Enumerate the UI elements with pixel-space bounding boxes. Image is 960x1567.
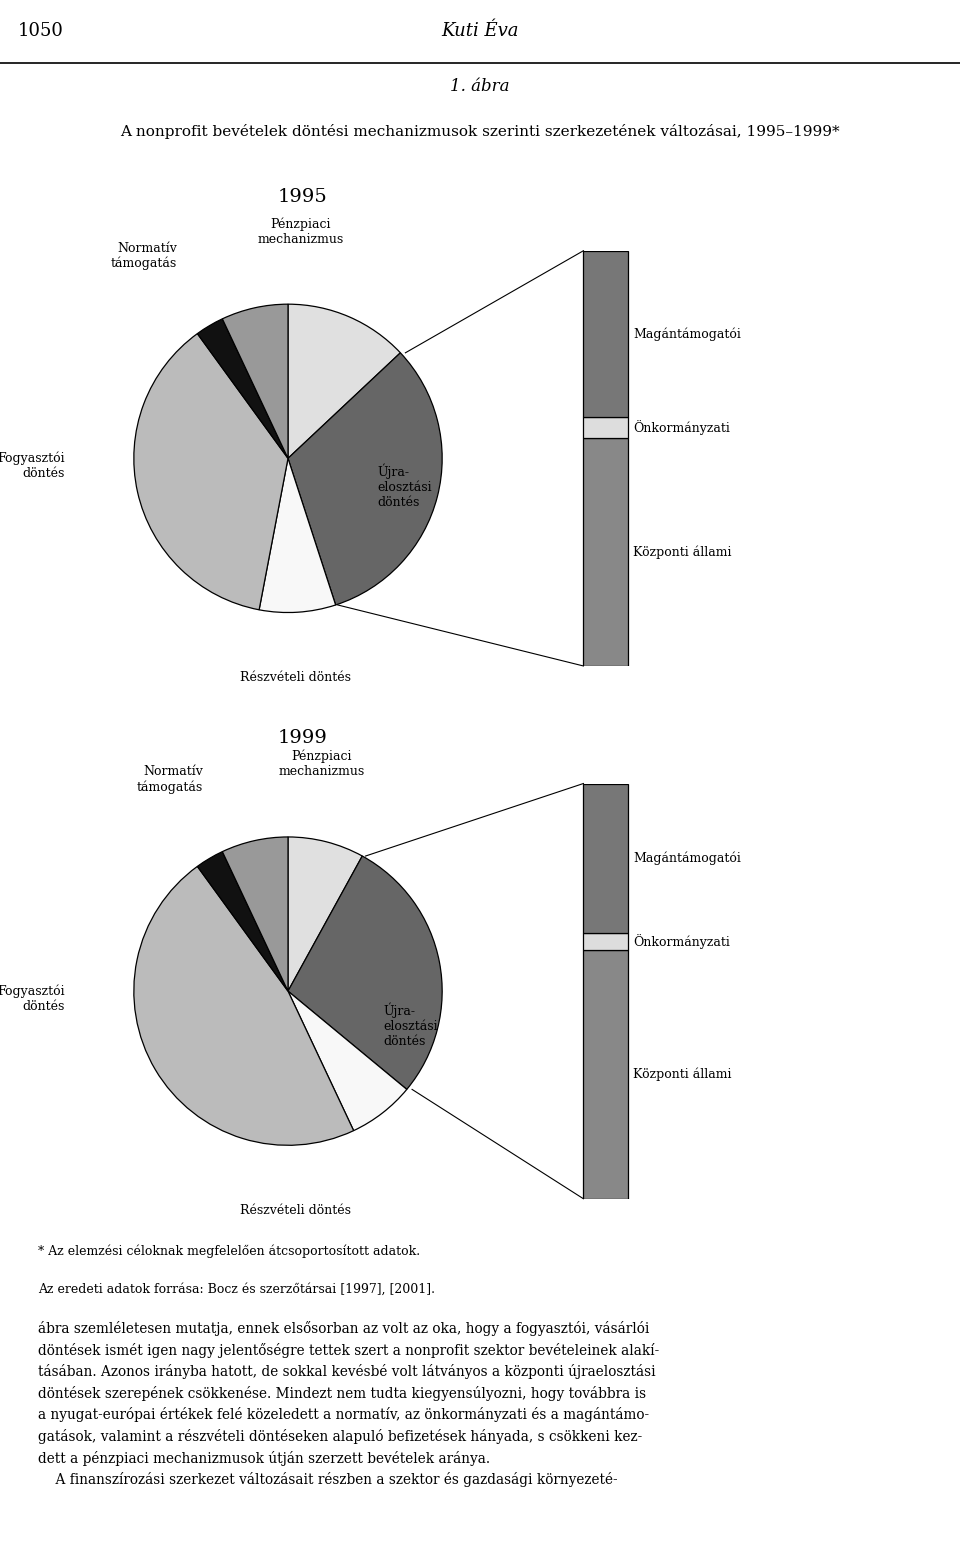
Text: Az eredeti adatok forrása: Bocz és szerzőtársai [1997], [2001].: Az eredeti adatok forrása: Bocz és szerz… [38,1283,436,1296]
Text: Pénzpiaci
mechanizmus: Pénzpiaci mechanizmus [278,751,365,779]
Bar [584,251,628,417]
Wedge shape [223,304,288,458]
Text: Magántámogatói: Magántámogatói [634,851,741,865]
Bar [584,417,628,437]
Text: Központi állami: Központi állami [634,545,732,558]
Wedge shape [288,304,400,458]
Text: Újra-
elosztási
döntés: Újra- elosztási döntés [377,464,432,509]
Bar [584,932,628,950]
Text: Normatív
támogatás: Normatív támogatás [110,241,177,270]
Text: 1999: 1999 [277,729,327,747]
Wedge shape [288,992,407,1131]
Bar [584,950,628,1199]
Text: Önkormányzati: Önkormányzati [634,420,731,434]
Text: Újra-
elosztási
döntés: Újra- elosztási döntés [384,1003,438,1048]
Text: Központi állami: Központi állami [634,1067,732,1081]
Text: * Az elemzési céloknak megfelelően átcsoportosított adatok.: * Az elemzési céloknak megfelelően átcso… [38,1244,420,1258]
Wedge shape [198,851,288,992]
Text: Normatív
támogatás: Normatív támogatás [137,765,204,794]
Text: 1995: 1995 [277,188,327,207]
Text: Fogyasztói
döntés: Fogyasztói döntés [0,984,64,1014]
Text: 1050: 1050 [17,22,63,41]
Wedge shape [288,837,362,992]
Wedge shape [288,353,443,605]
Text: 1. ábra: 1. ábra [450,78,510,96]
Wedge shape [133,867,353,1145]
Text: Magántámogatói: Magántámogatói [634,328,741,340]
Wedge shape [133,334,288,610]
Wedge shape [198,318,288,458]
Wedge shape [223,837,288,992]
Text: Önkormányzati: Önkormányzati [634,934,731,948]
Bar [584,784,628,932]
Wedge shape [288,856,443,1089]
Text: ábra szemléletesen mutatja, ennek elsősorban az volt az oka, hogy a fogyasztói, : ábra szemléletesen mutatja, ennek elsőso… [38,1321,660,1487]
Bar [584,437,628,666]
Text: A nonprofit bevételek döntési mechanizmusok szerinti szerkezetének változásai, 1: A nonprofit bevételek döntési mechanizmu… [120,124,840,138]
Text: Fogyasztói
döntés: Fogyasztói döntés [0,451,64,481]
Text: Részvételi döntés: Részvételi döntés [240,1203,351,1218]
Text: Kuti Éva: Kuti Éva [442,22,518,41]
Text: Pénzpiaci
mechanizmus: Pénzpiaci mechanizmus [257,218,344,246]
Wedge shape [259,458,336,613]
Text: Részvételi döntés: Részvételi döntés [240,671,351,685]
